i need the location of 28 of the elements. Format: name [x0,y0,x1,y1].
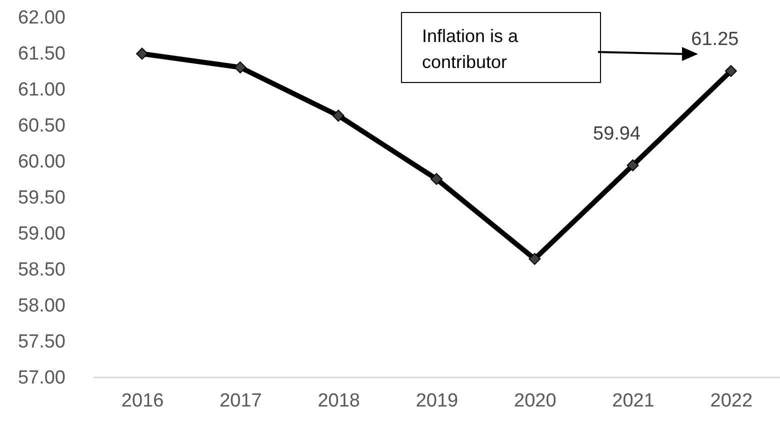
y-tick-label: 57.50 [18,332,66,352]
y-tick-label: 58.00 [18,296,66,316]
point [626,159,639,172]
y-tick-label: 62.00 [18,8,66,28]
point [234,61,246,74]
x-tick-label: 2022 [710,390,753,412]
x-tick-label: 2017 [220,390,262,412]
point [528,252,541,265]
text-box: Inflation is a contributor [401,12,601,83]
data-label: 61.25 [691,29,739,50]
x-tick-label: 2021 [612,390,654,412]
y-tick-label: 57.00 [18,368,66,388]
y-tick-label: 58.50 [18,260,66,280]
x-tick-label: 2020 [514,390,556,412]
y-tick-label: 60.50 [18,116,66,136]
point [136,48,148,60]
y-tick-label: 59.00 [18,224,66,244]
data-label: 59.94 [593,123,641,144]
point [430,173,442,185]
point [332,110,344,122]
y-tick-label: 59.50 [18,188,66,208]
x-tick-label: 2016 [121,390,164,412]
y-tick-label: 61.50 [18,44,66,64]
y-tick-label: 61.00 [18,80,66,100]
point [724,65,737,77]
x-tick-label: 2018 [318,390,360,412]
x-tick-label: 2019 [416,390,458,412]
y-tick-label: 60.00 [18,152,66,172]
